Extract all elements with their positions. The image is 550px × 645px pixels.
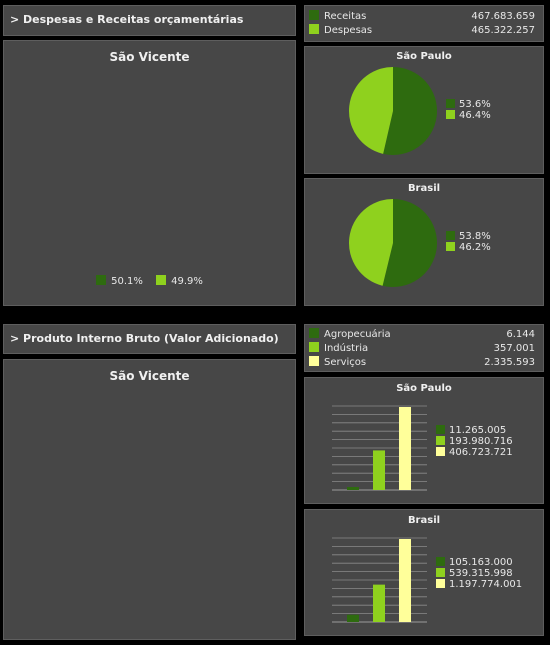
legend-item-industria: Indústria 357.001 (309, 342, 535, 355)
brasil-bar-chart (332, 537, 427, 623)
br-bar-legend-industria: 539.315.998 (436, 568, 522, 579)
budget-legend-panel: Receitas 467.683.659 Despesas 465.322.25… (304, 5, 544, 42)
sao-paulo-bar-chart (332, 405, 427, 491)
legend-item-despesas: Despesas 465.322.257 (309, 24, 535, 37)
br-bar-legend-agropecuaria: 105.163.000 (436, 557, 522, 568)
budget-local-title: São Vicente (109, 50, 190, 64)
gdp-local-title: São Vicente (109, 369, 190, 383)
pie-slice-receitas (382, 199, 437, 287)
brasil-pie-chart (349, 199, 437, 287)
sp-pie-legend-despesas: 46.4% (446, 110, 491, 121)
bar-serviços (399, 539, 411, 622)
legend-item-agropecuaria: Agropecuária 6.144 (309, 328, 535, 341)
legend-value-industria: 357.001 (493, 343, 535, 354)
gdp-section-title: > Produto Interno Bruto (Valor Adicionad… (10, 332, 279, 345)
bar-agropecuária (347, 614, 359, 622)
legend-value-receitas: 467.683.659 (471, 11, 535, 22)
budget-sao-paulo-chart-panel: São Paulo 53.6% 46.4% (304, 46, 544, 174)
budget-brasil-title: Brasil (407, 183, 441, 194)
legend-label-servicos: Serviços (324, 357, 367, 368)
gdp-local-chart-panel: São Vicente (3, 359, 296, 640)
sao-paulo-bar-legend: 11.265.005 193.980.716 406.723.721 (436, 425, 513, 458)
gdp-sao-paulo-chart-panel: São Paulo 11.265.005 193.980.716 406.723… (304, 377, 544, 504)
gdp-section-header[interactable]: > Produto Interno Bruto (Valor Adicionad… (3, 324, 296, 354)
sp-pie-legend-receitas: 53.6% (446, 99, 491, 110)
brasil-bar-legend: 105.163.000 539.315.998 1.197.774.001 (436, 557, 522, 590)
servicos-swatch (309, 356, 319, 366)
budget-brasil-chart-panel: Brasil 53.8% 46.2% (304, 178, 544, 306)
local-receitas-pct: 50.1% (111, 276, 143, 287)
budget-local-chart-panel: São Vicente 50.1% 49.9% (3, 40, 296, 306)
budget-local-legend: 50.1% 49.9% (4, 275, 295, 287)
br-pie-legend-despesas: 46.2% (446, 242, 491, 253)
bar-indústria (373, 584, 385, 622)
legend-value-agropecuaria: 6.144 (506, 329, 535, 340)
gdp-legend-panel: Agropecuária 6.144 Indústria 357.001 Ser… (304, 324, 544, 372)
sp-bar-legend-agropecuaria: 11.265.005 (436, 425, 513, 436)
sao-paulo-pie-legend: 53.6% 46.4% (446, 99, 491, 121)
receitas-swatch (309, 10, 319, 20)
bar-agropecuária (347, 487, 359, 490)
legend-label-industria: Indústria (324, 343, 369, 354)
agropecuaria-swatch (309, 328, 319, 338)
legend-item-servicos: Serviços 2.335.593 (309, 356, 535, 369)
budget-section-title: > Despesas e Receitas orçamentárias (10, 13, 244, 26)
budget-sao-paulo-title: São Paulo (396, 51, 452, 62)
legend-value-despesas: 465.322.257 (471, 25, 535, 36)
legend-value-servicos: 2.335.593 (484, 357, 535, 368)
legend-label-receitas: Receitas (324, 11, 367, 22)
brasil-pie-legend: 53.8% 46.2% (446, 231, 491, 253)
gdp-brasil-chart-panel: Brasil 105.163.000 539.315.998 1.197.774… (304, 509, 544, 636)
bar-serviços (399, 407, 411, 490)
gdp-sao-paulo-title: São Paulo (396, 383, 452, 394)
br-bar-legend-servicos: 1.197.774.001 (436, 579, 522, 590)
sp-bar-legend-industria: 193.980.716 (436, 436, 513, 447)
sp-bar-legend-servicos: 406.723.721 (436, 447, 513, 458)
pie-slice-despesas (349, 199, 393, 286)
budget-section-header[interactable]: > Despesas e Receitas orçamentárias (3, 5, 296, 36)
local-despesas-swatch (156, 275, 167, 285)
industria-swatch (309, 342, 319, 352)
local-receitas-swatch (96, 275, 107, 285)
sao-paulo-pie-chart (349, 67, 437, 155)
br-pie-legend-receitas: 53.8% (446, 231, 491, 242)
gdp-brasil-title: Brasil (407, 515, 441, 526)
legend-label-agropecuaria: Agropecuária (324, 329, 391, 340)
pie-slice-despesas (349, 67, 393, 154)
legend-label-despesas: Despesas (324, 25, 373, 36)
pie-slice-receitas (383, 67, 437, 155)
despesas-swatch (309, 24, 319, 34)
bar-indústria (373, 450, 385, 490)
legend-item-receitas: Receitas 467.683.659 (309, 10, 535, 23)
local-despesas-pct: 49.9% (171, 276, 203, 287)
